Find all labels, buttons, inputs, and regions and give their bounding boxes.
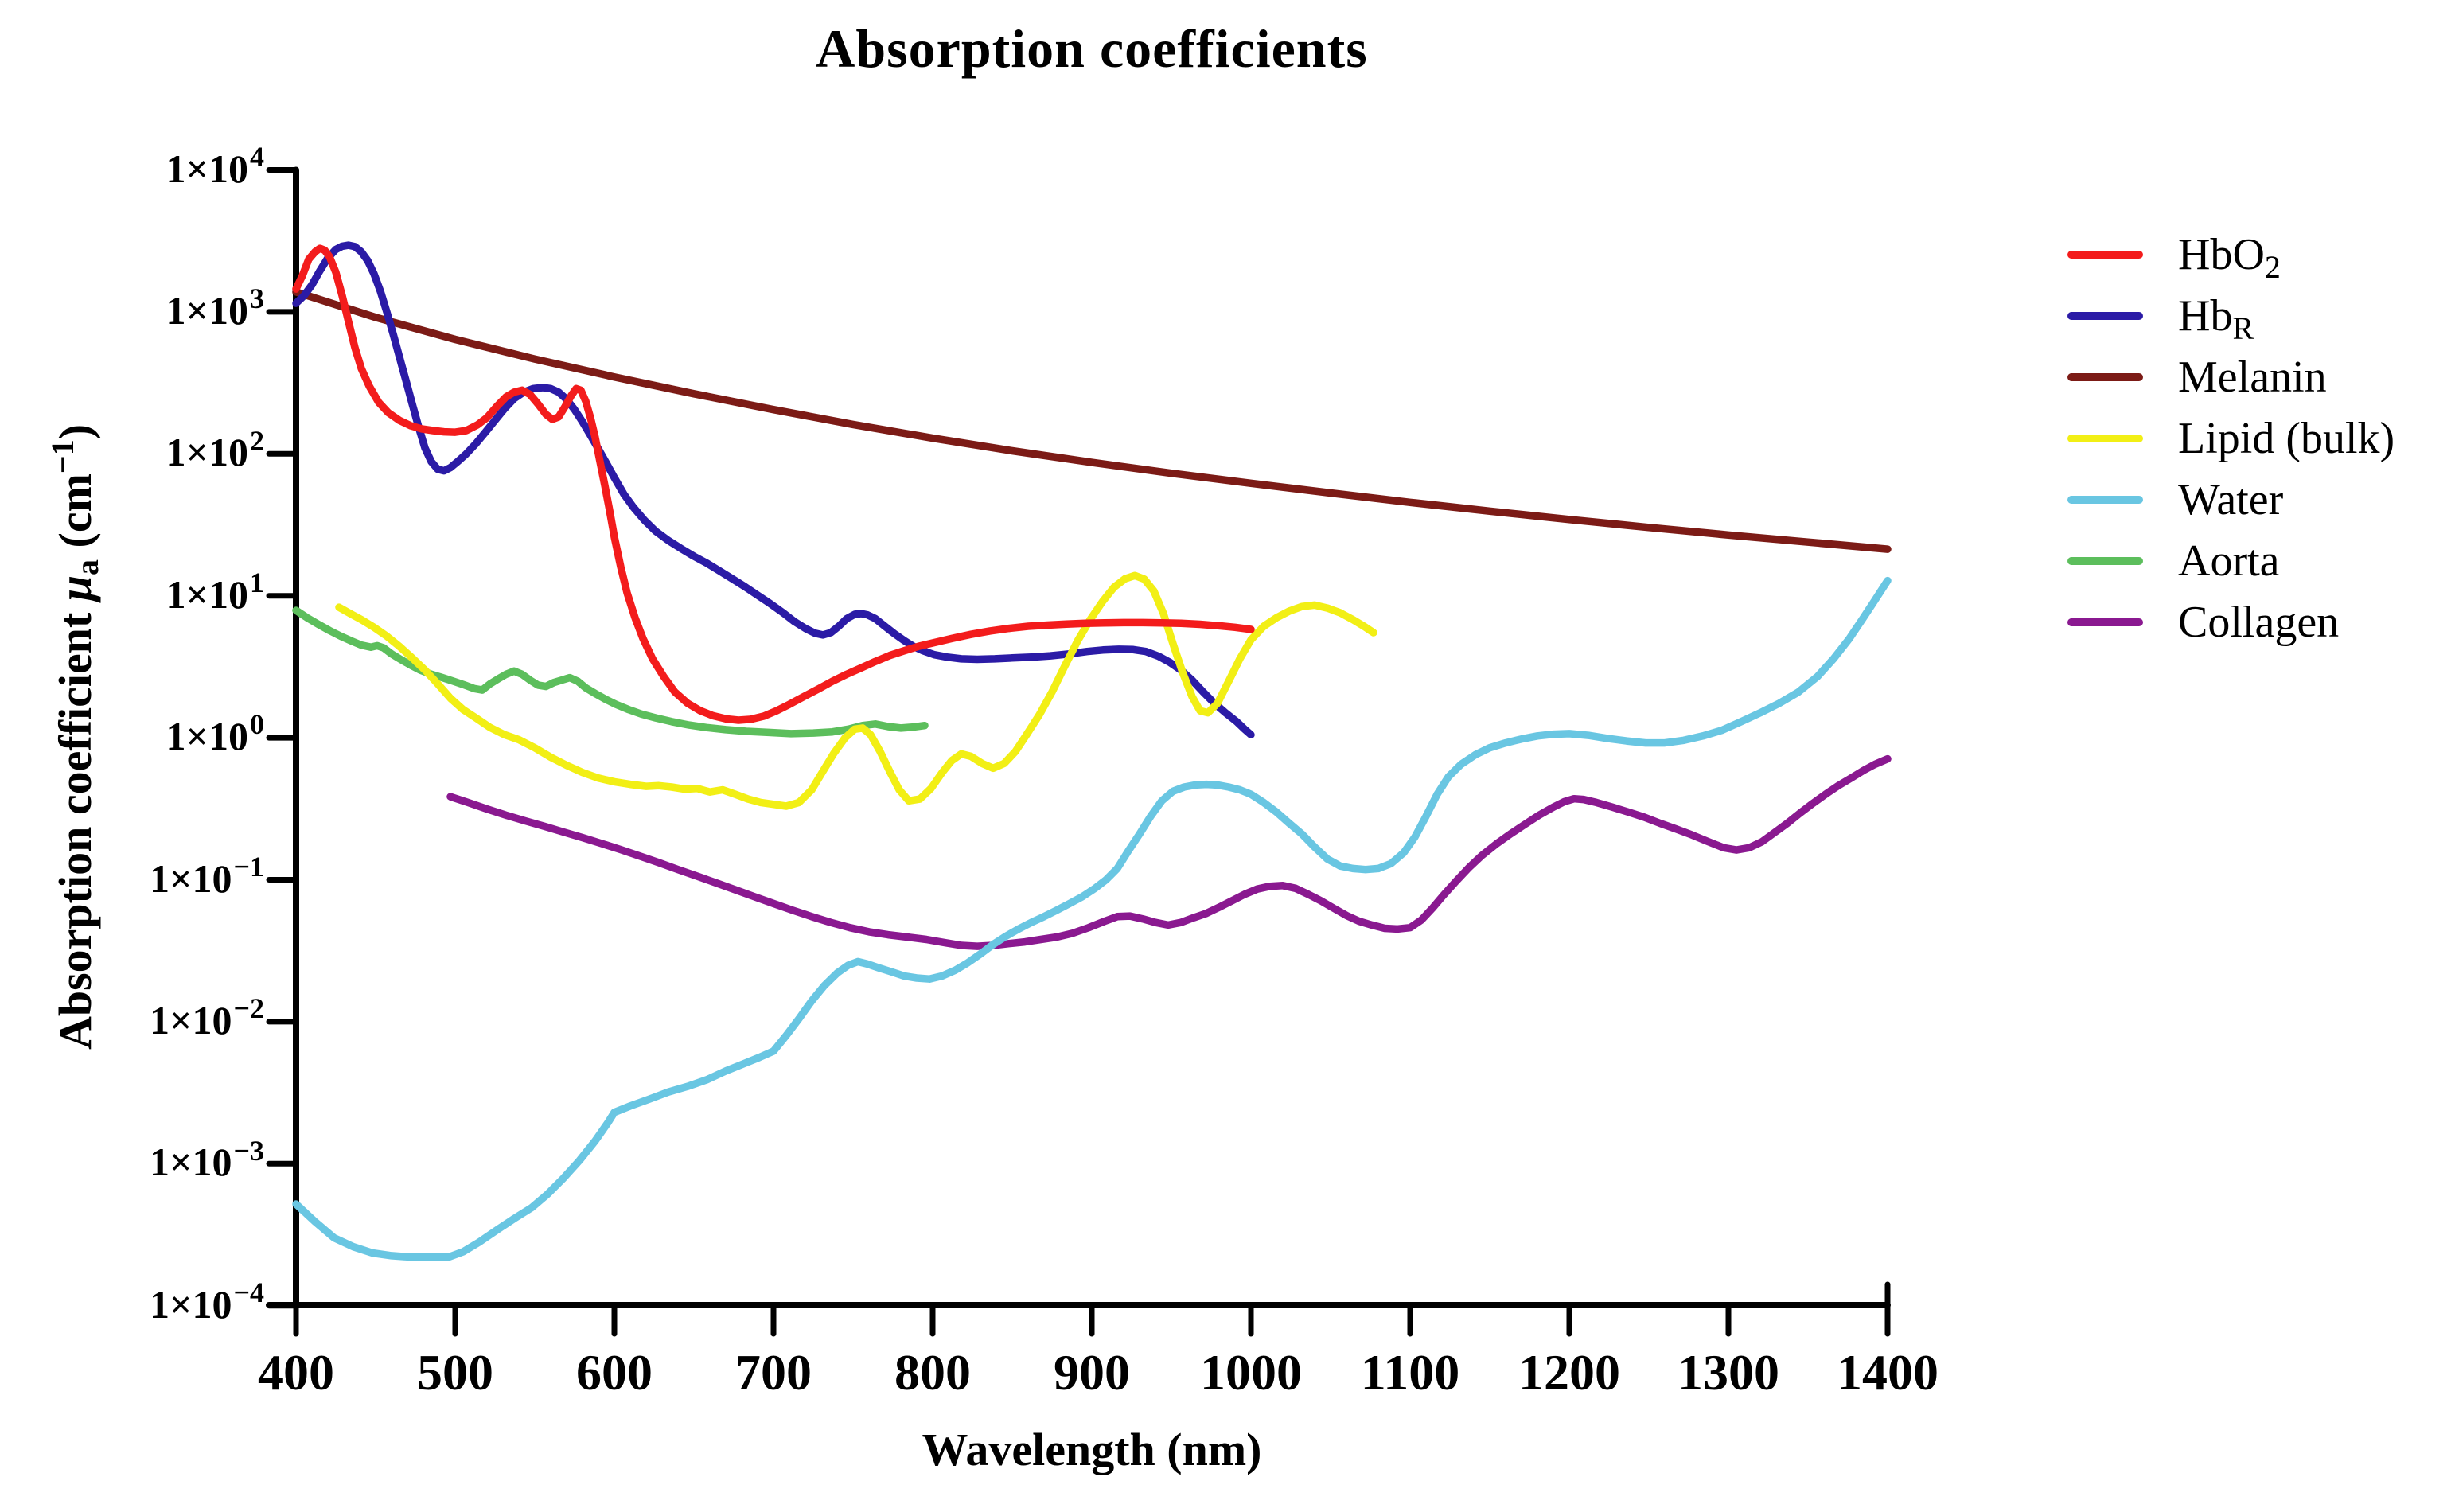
legend-label-Water: Water [2178,474,2283,525]
x-tick-label-1000: 1000 [1200,1344,1302,1401]
y-tick-label-1e4: 1×104 [49,140,265,194]
x-tick-label-1300: 1300 [1678,1344,1779,1401]
x-tick-label-400: 400 [258,1344,334,1401]
legend-item-Water: Water [2067,474,2394,525]
legend-label-subscript: R [2232,310,2254,347]
legend-line-swatch-HbR [2067,312,2143,320]
y-axis-unit-open: (cm [49,473,101,559]
x-tick-label-1400: 1400 [1837,1344,1939,1401]
y-tick-label-1e0: 1×100 [49,708,265,762]
legend-line-swatch-Aorta [2067,557,2143,565]
legend-label-HbO2: HbO2 [2178,229,2281,285]
y-tick-label-1e-3: 1×10−3 [49,1134,264,1187]
series-curve-Aorta [292,606,929,738]
y-tick-exponent: 1 [250,566,264,598]
y-tick-exponent: 3 [250,283,264,315]
y-tick-label-1e-2: 1×10−2 [49,992,264,1046]
legend-item-Melanin: Melanin [2067,353,2394,402]
legend-label-Aorta: Aorta [2178,536,2280,586]
y-tick-exponent: 4 [250,140,264,173]
y-tick-base: 1×10 [149,855,232,901]
legend-label-text: Lipid (bulk) [2178,414,2395,463]
legend-label-text: Hb [2178,291,2233,341]
series-curve-Water [292,576,1892,1261]
y-tick-exponent: −1 [233,850,264,883]
legend-label-Melanin: Melanin [2178,352,2327,403]
y-tick-base: 1×10 [166,146,249,191]
x-tick-label-600: 600 [576,1344,653,1401]
legend-line-swatch-Melanin [2067,373,2143,381]
x-tick-label-800: 800 [894,1344,971,1401]
y-tick-label-1e3: 1×103 [49,283,265,336]
y-tick-base: 1×10 [149,1140,232,1185]
legend-label-text: Water [2178,475,2284,524]
y-tick-base: 1×10 [166,714,249,759]
x-tick-label-1200: 1200 [1518,1344,1620,1401]
y-tick-exponent: 2 [250,424,264,457]
y-tick-label-1e1: 1×101 [49,566,265,620]
x-tick-label-500: 500 [417,1344,493,1401]
x-axis-label: Wavelength (nm) [922,1424,1262,1475]
y-tick-label-1e-1: 1×10−1 [49,850,264,904]
y-tick-base: 1×10 [166,571,249,617]
y-tick-base: 1×10 [149,1281,232,1327]
series-curve-Melanin [292,288,1892,553]
legend-label-subscript: 2 [2264,249,2281,286]
y-tick-exponent: −3 [233,1134,264,1167]
legend-line-swatch-HbO2 [2067,251,2143,259]
y-tick-label-1e2: 1×102 [49,424,265,477]
legend-item-Aorta: Aorta [2067,536,2394,586]
legend-label-Lipid: Lipid (bulk) [2178,413,2394,464]
legend-item-HbO2: HbO2 [2067,229,2394,285]
legend-label-text: Melanin [2178,353,2327,402]
legend-line-swatch-Lipid [2067,435,2143,442]
series-curve-Collagen [446,754,1892,950]
y-tick-exponent: −4 [233,1276,264,1308]
y-axis-label-text: Absorption coefficient [49,601,101,1050]
series-curve-HbR [292,241,1255,739]
series-curve-HbO2 [292,244,1255,724]
y-tick-exponent: −2 [233,992,264,1025]
y-tick-label-1e-4: 1×10−4 [49,1276,264,1330]
x-tick-label-900: 900 [1054,1344,1130,1401]
y-tick-base: 1×10 [166,287,249,333]
legend-item-HbR: HbR [2067,291,2394,346]
legend-item-Lipid: Lipid (bulk) [2067,413,2394,464]
legend-label-text: Collagen [2178,598,2340,647]
legend-line-swatch-Collagen [2067,618,2143,626]
legend-line-swatch-Water [2067,496,2143,504]
legend-label-HbR: HbR [2178,290,2254,346]
legend: HbO2 HbR Melanin Lipid (bulk) Water Aorta Coll… [2067,229,2394,661]
legend-label-text: HbO [2178,230,2265,279]
y-tick-exponent: 0 [250,708,264,741]
x-tick-label-700: 700 [735,1344,812,1401]
series-curve-Lipid [335,571,1377,810]
x-tick-label-1100: 1100 [1360,1344,1460,1401]
legend-label-Collagen: Collagen [2178,597,2339,648]
legend-item-Collagen: Collagen [2067,597,2394,648]
legend-label-text: Aorta [2178,536,2280,586]
y-tick-base: 1×10 [149,997,232,1042]
y-tick-base: 1×10 [166,430,249,475]
chart-title: Absorption coefficients [816,18,1368,79]
